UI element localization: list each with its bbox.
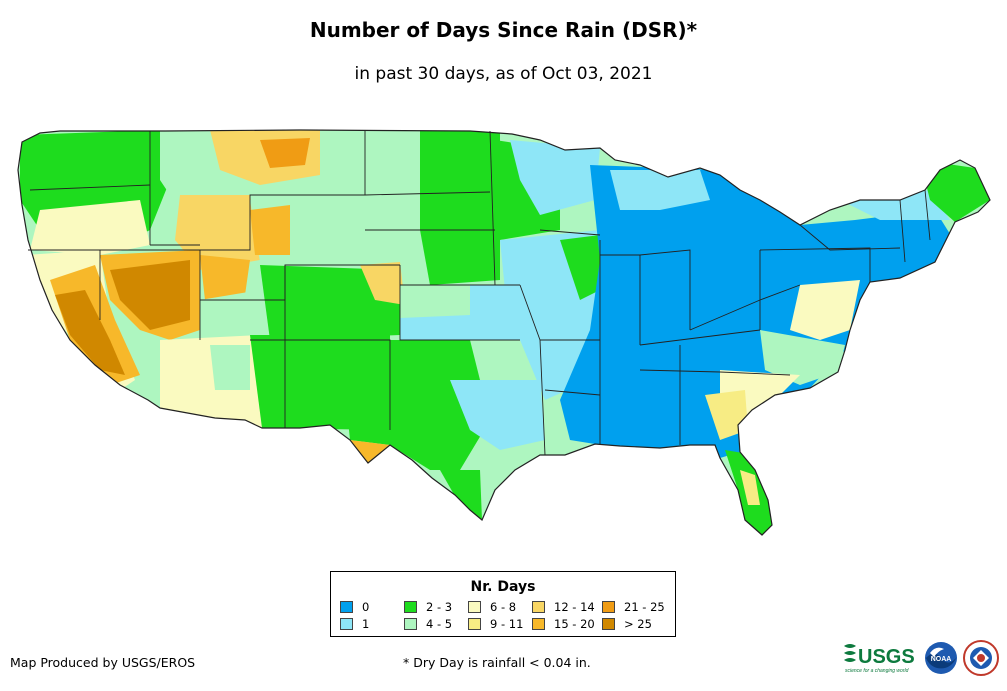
legend-item: 21 - 25	[602, 600, 665, 614]
legend-swatch	[404, 618, 417, 630]
usgs-logo-tagline: science for a changing world	[845, 668, 909, 674]
noaa-logo: NOAA	[925, 642, 957, 674]
legend-title: Nr. Days	[470, 579, 536, 595]
credit-text: Map Produced by USGS/EROS	[10, 655, 196, 670]
usgs-logo: USGS science for a changing world	[844, 644, 915, 674]
legend: Nr. Days 0 1 2 - 3 4 - 5 6 - 8 9 - 11 12 - 14 1…	[330, 571, 676, 637]
usgs-logo-text: USGS	[858, 646, 915, 668]
legend-label: 21 - 25	[624, 600, 665, 614]
legend-swatch	[468, 601, 481, 613]
nws-logo	[963, 640, 999, 676]
legend-item: 6 - 8	[468, 600, 516, 614]
footnote-text: * Dry Day is rainfall < 0.04 in.	[403, 655, 591, 670]
legend-label: 0	[362, 600, 370, 614]
legend-item: 1	[340, 617, 369, 631]
legend-label: 15 - 20	[554, 617, 595, 631]
legend-swatch	[532, 601, 545, 613]
legend-swatch	[602, 618, 615, 630]
map-subtitle: in past 30 days, as of Oct 03, 2021	[354, 64, 653, 84]
us-dsr-map	[17, 129, 991, 536]
legend-label: 6 - 8	[490, 600, 517, 614]
legend-item: 9 - 11	[468, 617, 523, 631]
legend-swatch	[404, 601, 417, 613]
legend-swatch	[468, 618, 481, 630]
legend-label: 4 - 5	[426, 617, 453, 631]
legend-item: 4 - 5	[404, 617, 452, 631]
legend-swatch	[602, 601, 615, 613]
legend-swatch	[532, 618, 545, 630]
legend-label: 2 - 3	[426, 600, 453, 614]
legend-item: > 25	[602, 617, 652, 631]
legend-swatch	[340, 601, 353, 613]
legend-label: 1	[362, 617, 370, 631]
legend-label: 12 - 14	[554, 600, 595, 614]
legend-item: 15 - 20	[532, 617, 595, 631]
legend-item: 12 - 14	[532, 600, 595, 614]
legend-swatch	[340, 618, 353, 630]
legend-item: 2 - 3	[404, 600, 452, 614]
legend-label: > 25	[624, 617, 652, 631]
legend-item: 0	[340, 600, 369, 614]
map-title: Number of Days Since Rain (DSR)*	[309, 18, 698, 42]
legend-label: 9 - 11	[490, 617, 524, 631]
noaa-logo-text: NOAA	[931, 656, 952, 663]
